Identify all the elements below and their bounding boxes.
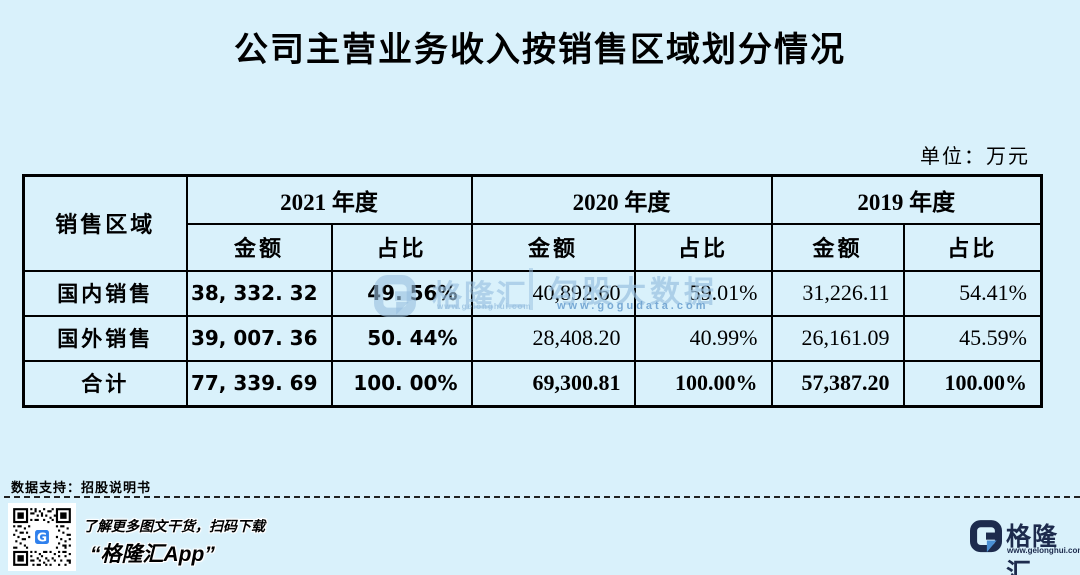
brand-name: 格隆汇	[1006, 523, 1059, 575]
row-label: 合计	[22, 359, 188, 408]
row-label: 国内销售	[22, 269, 188, 317]
cell-2019-amount: 26,161.09	[770, 314, 905, 362]
unit-label: 单位：万元	[920, 146, 1030, 168]
cell-2020-amount: 69,300.81	[470, 359, 636, 408]
header-ratio-2020: 占比	[633, 222, 773, 272]
gelonghui-logo-icon	[970, 520, 1002, 559]
cell-2020-amount: 40,892.60	[470, 269, 636, 317]
dashed-divider	[4, 496, 1080, 498]
row-label: 国外销售	[22, 314, 188, 362]
header-amount-2020: 金额	[470, 222, 636, 272]
header-amount-2019: 金额	[770, 222, 905, 272]
cell-2020-ratio: 40.99%	[633, 314, 773, 362]
revenue-by-region-table: 销售区域 2021 年度 2020 年度 2019 年度 金额 占比 金额 占比…	[22, 174, 1043, 408]
cell-2019-ratio: 54.41%	[902, 269, 1043, 317]
cell-2020-ratio: 59.01%	[633, 269, 773, 317]
table-header-row-years: 销售区域 2021 年度 2020 年度 2019 年度	[22, 174, 1043, 272]
promo-text: 了解更多图文干货，扫码下载	[83, 518, 265, 534]
cell-2021-amount: 38, 332. 32	[185, 269, 333, 317]
cell-2019-ratio: 45.59%	[902, 314, 1043, 362]
table-row-foreign: 国外销售 39, 007. 36 50. 44% 28,408.20 40.99…	[22, 314, 1043, 362]
table-header-row-measures: 金额 占比 金额 占比 金额 占比	[24, 222, 1043, 272]
table-row-total: 合计 77, 339. 69 100. 00% 69,300.81 100.00…	[22, 359, 1043, 408]
brand-url: www.gelonghui.com	[1007, 546, 1080, 555]
qr-code: G	[8, 503, 76, 571]
header-year-2019: 2019 年度	[770, 174, 1043, 225]
cell-2019-ratio: 100.00%	[902, 359, 1043, 408]
header-sales-region: 销售区域	[22, 174, 188, 272]
cell-2021-ratio: 50. 44%	[330, 314, 473, 362]
header-amount-2021: 金额	[185, 222, 333, 272]
cell-2019-amount: 31,226.11	[770, 269, 905, 317]
table-row-domestic: 国内销售 38, 332. 32 49. 56% 40,892.60 59.01…	[22, 269, 1043, 317]
cell-2019-amount: 57,387.20	[770, 359, 905, 408]
header-ratio-2021: 占比	[330, 222, 473, 272]
cell-2021-amount: 39, 007. 36	[185, 314, 333, 362]
page-title: 公司主营业务收入按销售区域划分情况	[234, 31, 846, 69]
cell-2021-amount: 77, 339. 69	[185, 359, 333, 408]
cell-2021-ratio: 49. 56%	[330, 269, 473, 317]
header-year-2021: 2021 年度	[185, 174, 473, 225]
svg-text:G: G	[37, 529, 47, 544]
header-year-2020: 2020 年度	[470, 174, 773, 225]
app-name-text: “格隆汇App”	[90, 543, 215, 566]
cell-2020-amount: 28,408.20	[470, 314, 636, 362]
data-source-note: 数据支持：招股说明书	[11, 480, 152, 495]
cell-2020-ratio: 100.00%	[633, 359, 773, 408]
cell-2021-ratio: 100. 00%	[330, 359, 473, 408]
header-ratio-2019: 占比	[902, 222, 1043, 272]
